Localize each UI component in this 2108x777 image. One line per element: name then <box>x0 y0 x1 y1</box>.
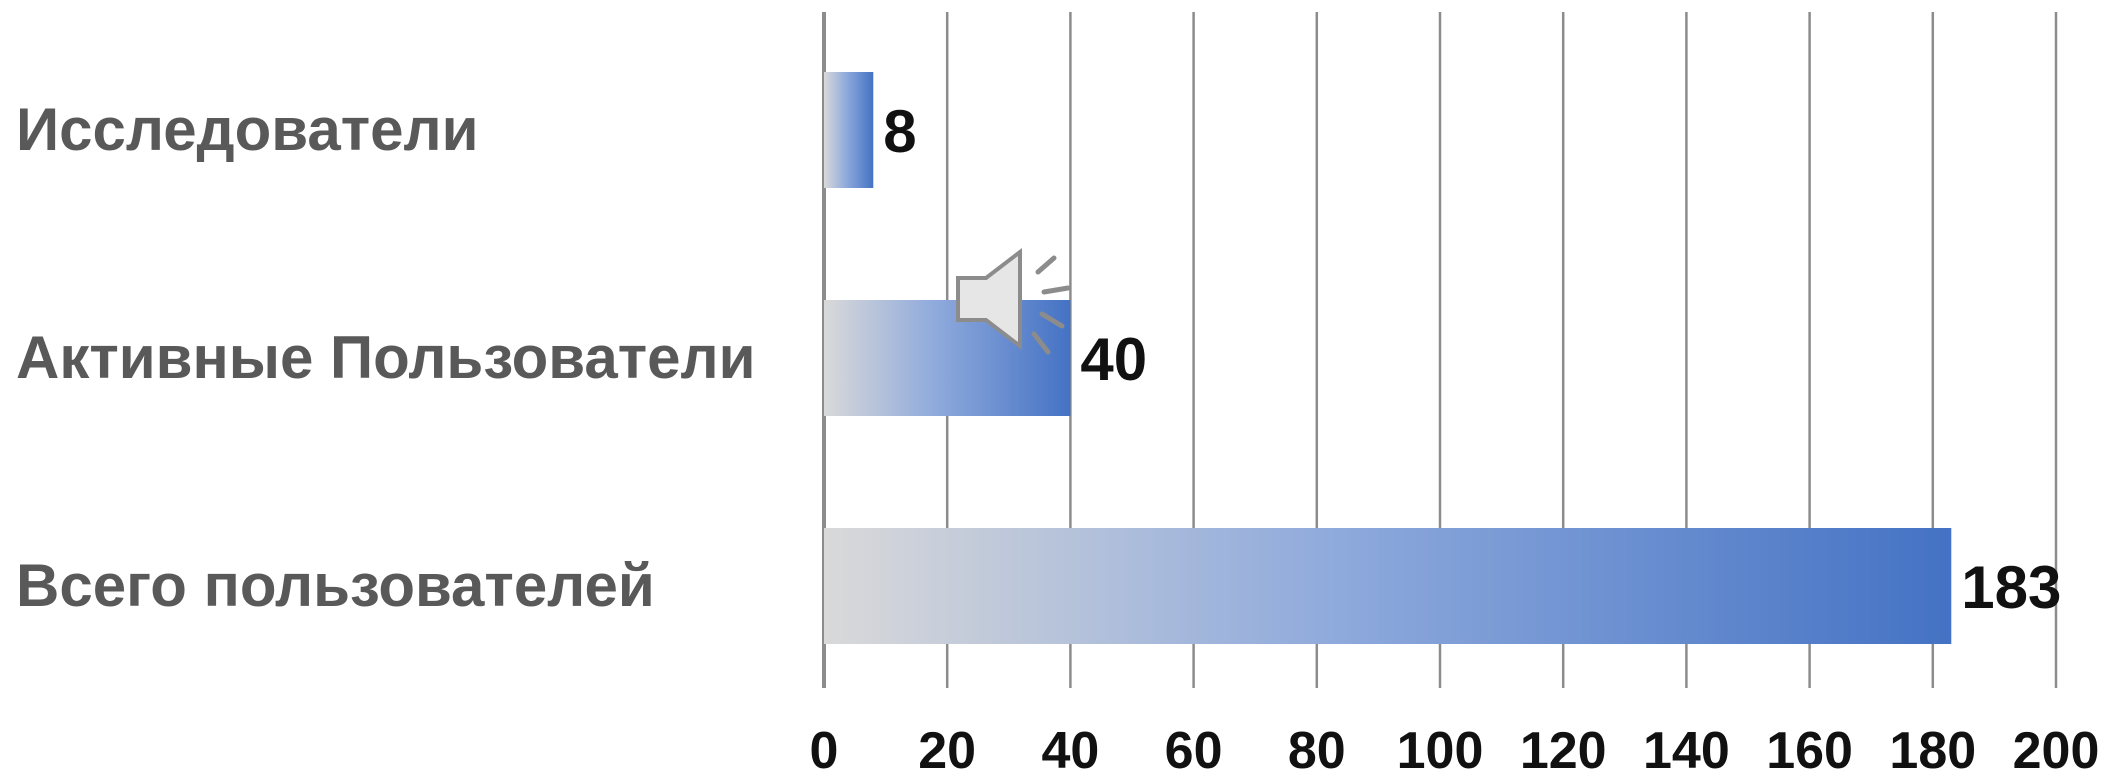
category-label-1: Исследователи <box>16 96 479 163</box>
x-tick-label-180: 180 <box>1889 722 1976 777</box>
x-tick-label-80: 80 <box>1288 722 1346 777</box>
x-tick-label-160: 160 <box>1766 722 1853 777</box>
data-label-2: 40 <box>1080 326 1147 393</box>
x-tick-label-60: 60 <box>1165 722 1223 777</box>
data-label-3: 183 <box>1961 554 2061 621</box>
category-label-2: Активные Пользователи <box>16 324 756 391</box>
data-label-1: 8 <box>883 98 916 165</box>
x-tick-label-200: 200 <box>2013 722 2100 777</box>
bar-2 <box>824 300 1071 416</box>
bar-3 <box>824 528 1952 644</box>
x-tick-label-120: 120 <box>1520 722 1607 777</box>
x-tick-label-100: 100 <box>1397 722 1484 777</box>
x-tick-label-40: 40 <box>1041 722 1099 777</box>
bars <box>824 72 1952 644</box>
category-labels: Исследователи Активные Пользователи Всего … <box>16 96 756 619</box>
bar-1 <box>824 72 874 188</box>
x-tick-label-20: 20 <box>918 722 976 777</box>
x-tick-label-140: 140 <box>1643 722 1730 777</box>
data-labels: 8 40 183 <box>883 98 2061 621</box>
category-label-3: Всего пользователей <box>16 552 655 619</box>
x-axis-tick-labels: 0 20 40 60 80 100 120 140 160 180 200 <box>810 722 2100 777</box>
speaker-icon[interactable] <box>956 247 1071 355</box>
x-tick-label-0: 0 <box>810 722 839 777</box>
